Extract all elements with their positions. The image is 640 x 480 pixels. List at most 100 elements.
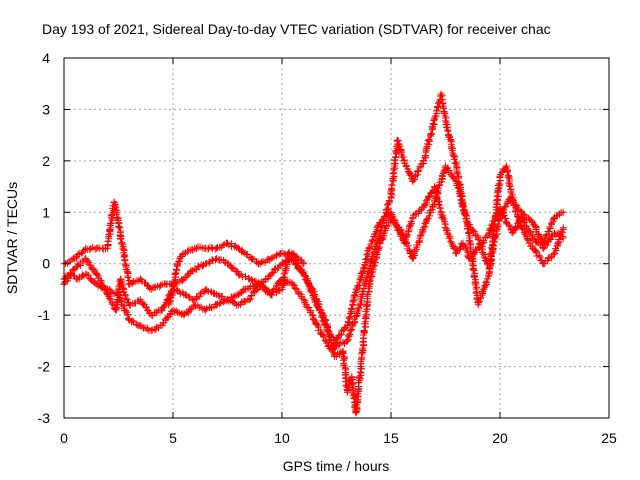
data-marker xyxy=(319,333,327,341)
data-marker xyxy=(433,107,441,115)
data-marker xyxy=(301,299,309,307)
data-marker xyxy=(427,130,435,138)
data-marker xyxy=(119,284,127,292)
y-axis-label: SDTVAR / TECUs xyxy=(4,182,20,294)
data-marker xyxy=(512,208,520,216)
data-marker xyxy=(294,256,302,264)
data-marker xyxy=(292,252,300,260)
data-point xyxy=(551,229,558,237)
data-marker xyxy=(353,285,361,293)
data-marker xyxy=(90,265,98,273)
data-marker xyxy=(556,210,564,218)
data-marker xyxy=(324,328,332,336)
data-marker xyxy=(440,108,448,116)
data-marker xyxy=(474,236,482,244)
data-marker xyxy=(418,229,426,237)
data-marker xyxy=(348,383,356,391)
data-marker xyxy=(528,217,536,225)
data-marker xyxy=(469,265,477,273)
data-marker xyxy=(249,255,257,263)
data-point xyxy=(409,255,417,263)
data-marker xyxy=(528,231,536,239)
y-tick-label: -3 xyxy=(38,410,51,426)
data-marker xyxy=(558,227,566,235)
data-marker xyxy=(426,193,434,201)
data-marker xyxy=(535,252,543,260)
data-marker xyxy=(123,295,131,303)
data-marker xyxy=(352,288,360,296)
data-marker xyxy=(363,251,371,259)
data-marker xyxy=(399,153,407,161)
data-marker xyxy=(516,207,524,215)
data-marker xyxy=(541,234,549,242)
data-marker xyxy=(107,220,115,228)
data-marker xyxy=(368,236,376,244)
data-marker xyxy=(328,347,336,355)
data-point xyxy=(169,306,177,314)
data-marker xyxy=(494,221,502,229)
data-marker xyxy=(489,242,497,250)
data-point xyxy=(289,280,297,288)
data-marker xyxy=(280,270,288,278)
data-marker xyxy=(339,348,347,356)
data-marker xyxy=(278,283,286,291)
data-marker xyxy=(540,237,548,245)
data-marker xyxy=(523,235,531,243)
data-point xyxy=(213,301,221,309)
data-marker xyxy=(547,236,555,244)
data-marker xyxy=(482,233,490,241)
data-marker xyxy=(449,151,457,159)
data-marker xyxy=(406,248,414,256)
data-marker xyxy=(461,243,469,251)
data-marker xyxy=(423,215,431,223)
data-marker xyxy=(375,244,383,252)
data-marker xyxy=(137,275,145,283)
data-marker xyxy=(459,207,467,215)
data-marker xyxy=(244,274,252,282)
data-marker xyxy=(383,205,391,213)
data-marker xyxy=(168,287,176,295)
data-marker xyxy=(344,332,352,340)
data-marker xyxy=(435,182,443,190)
data-marker xyxy=(410,175,418,183)
data-marker xyxy=(452,176,460,184)
data-marker xyxy=(305,303,313,311)
data-marker xyxy=(363,302,371,310)
data-marker xyxy=(347,326,355,334)
data-marker xyxy=(203,286,211,294)
data-marker xyxy=(356,375,364,383)
data-marker xyxy=(469,226,477,234)
chart-title: Day 193 of 2021, Sidereal Day-to-day VTE… xyxy=(42,21,551,37)
data-marker xyxy=(261,284,268,292)
data-marker xyxy=(229,264,237,272)
data-marker xyxy=(342,337,350,345)
data-marker xyxy=(349,297,357,305)
data-marker xyxy=(354,282,362,290)
data-marker xyxy=(84,257,92,265)
data-marker xyxy=(165,312,173,320)
data-marker xyxy=(435,201,443,209)
data-marker xyxy=(143,325,151,333)
data-marker xyxy=(345,314,353,322)
data-marker xyxy=(416,207,424,215)
data-marker xyxy=(360,326,368,334)
data-marker xyxy=(319,310,327,318)
data-marker xyxy=(488,249,496,257)
data-marker xyxy=(340,361,348,369)
data-marker xyxy=(555,235,563,243)
data-point xyxy=(335,332,343,340)
data-point xyxy=(398,229,406,237)
plot-frame xyxy=(63,57,610,419)
data-marker xyxy=(461,211,469,219)
data-marker xyxy=(242,273,250,281)
data-marker xyxy=(480,285,488,293)
data-marker xyxy=(505,179,513,187)
data-marker xyxy=(264,287,272,295)
data-marker xyxy=(378,235,386,243)
data-point xyxy=(559,234,567,242)
data-marker xyxy=(520,229,528,237)
data-marker xyxy=(439,214,447,222)
data-marker xyxy=(458,202,466,210)
data-marker xyxy=(358,350,366,358)
data-marker xyxy=(219,241,227,249)
